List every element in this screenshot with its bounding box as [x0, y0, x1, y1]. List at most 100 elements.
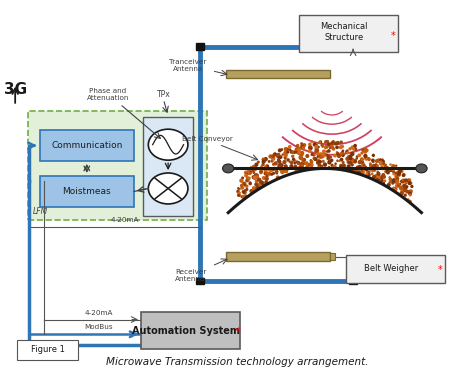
- Point: [314, 160, 321, 166]
- Point: [290, 157, 297, 162]
- Point: [267, 154, 274, 159]
- Point: [392, 173, 400, 179]
- Point: [334, 140, 342, 146]
- Point: [394, 182, 402, 188]
- Point: [384, 169, 392, 175]
- Point: [300, 160, 308, 166]
- Point: [334, 151, 342, 157]
- Point: [268, 158, 276, 164]
- Point: [344, 156, 351, 162]
- Point: [363, 172, 371, 178]
- Point: [246, 170, 254, 176]
- Point: [328, 140, 336, 146]
- Point: [245, 175, 253, 181]
- Point: [364, 169, 371, 175]
- Point: [254, 176, 262, 182]
- Point: [325, 148, 333, 154]
- Point: [316, 163, 323, 169]
- Point: [242, 169, 250, 175]
- Point: [271, 151, 279, 157]
- Point: [382, 169, 389, 175]
- Point: [323, 148, 331, 154]
- Point: [404, 188, 411, 194]
- Point: [311, 156, 319, 162]
- Point: [358, 167, 365, 173]
- Point: [325, 148, 333, 154]
- Point: [404, 189, 411, 195]
- Point: [264, 163, 271, 169]
- Point: [275, 162, 283, 168]
- Point: [340, 151, 347, 157]
- Text: Automation System: Automation System: [132, 326, 240, 336]
- FancyBboxPatch shape: [346, 255, 445, 283]
- Point: [336, 158, 343, 164]
- Point: [254, 185, 261, 191]
- Point: [408, 184, 416, 189]
- Point: [399, 189, 406, 195]
- Point: [392, 163, 400, 169]
- Point: [314, 159, 322, 165]
- Point: [276, 159, 283, 165]
- Point: [393, 183, 401, 189]
- Point: [237, 178, 245, 184]
- FancyBboxPatch shape: [143, 117, 193, 216]
- Point: [330, 146, 337, 152]
- Point: [235, 192, 242, 198]
- Point: [293, 143, 301, 149]
- FancyBboxPatch shape: [28, 111, 207, 220]
- Point: [320, 148, 328, 154]
- Point: [377, 157, 384, 163]
- Point: [270, 166, 277, 172]
- Point: [243, 186, 251, 192]
- Point: [379, 166, 387, 172]
- Point: [236, 192, 243, 198]
- Point: [250, 170, 257, 176]
- Point: [372, 162, 380, 168]
- Point: [260, 180, 267, 186]
- Point: [282, 148, 290, 154]
- Point: [334, 158, 341, 164]
- Point: [358, 150, 365, 156]
- Point: [235, 190, 243, 196]
- Point: [246, 180, 254, 186]
- Point: [406, 180, 413, 186]
- FancyBboxPatch shape: [40, 176, 134, 207]
- Point: [241, 189, 248, 195]
- Text: 4-20mA: 4-20mA: [110, 217, 139, 223]
- Point: [243, 183, 251, 189]
- Point: [314, 160, 321, 166]
- Point: [395, 183, 402, 189]
- Point: [251, 175, 258, 181]
- Point: [338, 144, 346, 149]
- Point: [399, 177, 407, 183]
- Point: [286, 144, 293, 150]
- Point: [289, 149, 296, 155]
- Point: [277, 167, 285, 173]
- Point: [304, 162, 312, 168]
- Point: [380, 161, 388, 167]
- Point: [383, 168, 391, 174]
- Point: [375, 157, 383, 162]
- FancyBboxPatch shape: [40, 130, 134, 161]
- Point: [348, 162, 356, 168]
- Point: [377, 179, 384, 185]
- Point: [303, 153, 311, 159]
- Point: [352, 168, 360, 174]
- Point: [379, 161, 387, 167]
- Point: [396, 181, 404, 187]
- Point: [401, 192, 409, 198]
- Point: [314, 158, 322, 164]
- Point: [346, 146, 354, 152]
- Point: [260, 157, 267, 162]
- Point: [383, 165, 391, 171]
- Point: [319, 144, 327, 149]
- Text: Phase and
Attenuation: Phase and Attenuation: [87, 88, 129, 101]
- Point: [372, 162, 380, 168]
- Point: [397, 168, 404, 174]
- Point: [252, 172, 260, 178]
- Point: [338, 151, 346, 157]
- Point: [277, 161, 284, 167]
- Point: [380, 172, 387, 178]
- Point: [406, 191, 414, 197]
- Point: [247, 165, 255, 171]
